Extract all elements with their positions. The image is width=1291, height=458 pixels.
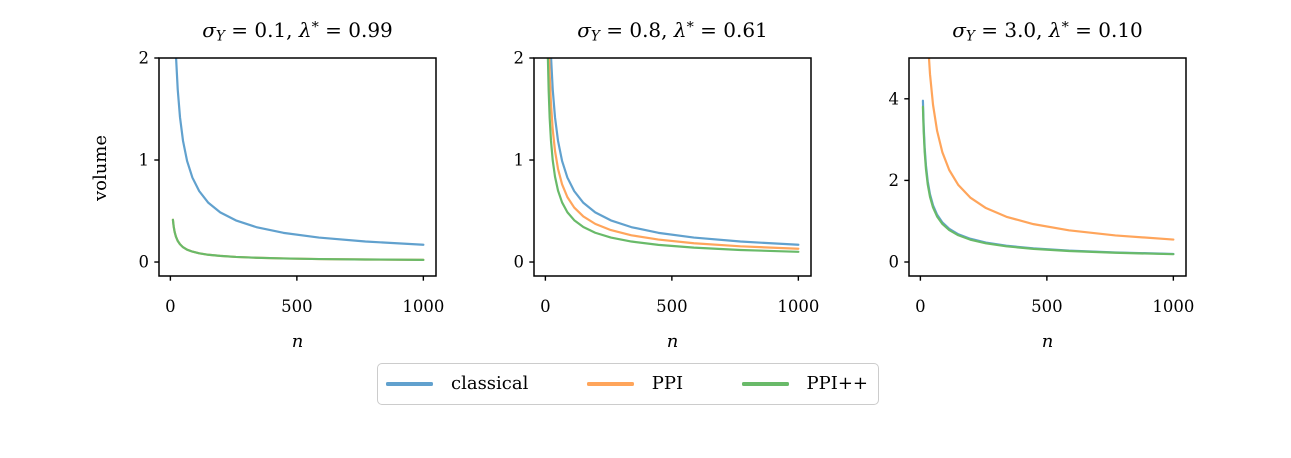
x-tick-label: 1000 xyxy=(777,297,819,316)
legend-item-classical: classical xyxy=(386,375,528,393)
sigma-value: 0.8 xyxy=(629,18,662,42)
legend-item-ppi-plus-plus: PPI++ xyxy=(741,373,869,394)
x-axis-label: n xyxy=(667,331,679,352)
x-tick-label: 500 xyxy=(656,297,688,316)
legend-label-ppi-plus-plus: PPI++ xyxy=(806,373,869,394)
y-tick-label: 4 xyxy=(889,89,900,108)
y-tick-label: 2 xyxy=(514,50,525,68)
legend: classical PPI PPI++ xyxy=(377,363,879,405)
ppi-plus-plus-line-swatch xyxy=(741,382,789,386)
lambda-symbol: λ xyxy=(1048,18,1062,42)
x-axis-label: n xyxy=(292,331,304,352)
lambda-value: 0.99 xyxy=(348,18,393,42)
subplot-3-title: σY = 3.0, λ* = 0.10 xyxy=(952,18,1143,45)
y-tick-label: 2 xyxy=(889,171,900,190)
series-line-PPI++ xyxy=(171,218,425,261)
legend-label-classical: classical xyxy=(451,373,529,394)
series-line-PPI xyxy=(171,218,425,261)
lambda-superscript: * xyxy=(1061,19,1069,36)
x-tick-label: 1000 xyxy=(402,297,444,316)
y-tick-label: 0 xyxy=(514,253,525,272)
sigma-symbol: σ xyxy=(952,18,966,42)
ppi-line-swatch xyxy=(586,382,634,386)
series-line-PPI xyxy=(548,58,800,250)
y-tick-label: 1 xyxy=(514,151,525,170)
axes-frame xyxy=(908,57,1187,277)
sigma-subscript: Y xyxy=(590,28,600,45)
lambda-superscript: * xyxy=(311,19,319,36)
subplot-1-plot-area: 0 500 1000 0 1 2 n xyxy=(139,50,445,352)
series-line-classical xyxy=(549,58,800,246)
subplot-2: σY = 0.8, λ* = 0.61 0 500 1000 0 1 2 n xyxy=(472,12,832,357)
classical-line-swatch xyxy=(386,382,433,386)
sigma-value: 0.1 xyxy=(254,18,287,42)
lambda-symbol: λ xyxy=(673,18,687,42)
subplot-3-plot-area: 0 500 1000 0 2 4 n xyxy=(889,57,1194,352)
series-line-PPI++ xyxy=(921,105,1175,256)
y-tick-label: 0 xyxy=(889,253,900,272)
x-tick-label: 0 xyxy=(915,297,926,316)
sigma-symbol: σ xyxy=(577,18,591,42)
lambda-value: 0.61 xyxy=(723,18,768,42)
subplot-2-title: σY = 0.8, λ* = 0.61 xyxy=(577,18,768,45)
series-line-PPI++ xyxy=(546,58,800,253)
legend-item-ppi: PPI xyxy=(586,373,684,394)
sigma-subscript: Y xyxy=(215,28,225,45)
y-tick-label: 1 xyxy=(139,151,150,170)
subplot-2-plot-area: 0 500 1000 0 1 2 n xyxy=(514,50,820,352)
series-line-classical xyxy=(174,58,425,246)
x-tick-label: 0 xyxy=(540,297,551,316)
series-line-PPI xyxy=(927,58,1175,241)
sigma-subscript: Y xyxy=(965,28,975,45)
x-axis-label: n xyxy=(1042,331,1054,352)
y-tick-label: 2 xyxy=(139,50,150,68)
subplot-3: σY = 3.0, λ* = 0.10 0 500 1000 0 2 4 n xyxy=(847,12,1207,357)
lambda-value: 0.10 xyxy=(1098,18,1143,42)
subplot-1-title: σY = 0.1, λ* = 0.99 xyxy=(202,18,393,45)
lambda-symbol: λ xyxy=(298,18,312,42)
x-tick-label: 500 xyxy=(1031,297,1063,316)
sigma-symbol: σ xyxy=(202,18,216,42)
x-tick-label: 0 xyxy=(165,297,176,316)
y-tick-label: 0 xyxy=(139,253,150,272)
series-line-classical xyxy=(921,99,1175,256)
x-tick-label: 1000 xyxy=(1152,297,1194,316)
legend-label-ppi: PPI xyxy=(651,373,684,394)
x-tick-label: 500 xyxy=(281,297,313,316)
lambda-superscript: * xyxy=(686,19,694,36)
sigma-value: 3.0 xyxy=(1004,18,1037,42)
subplot-1: σY = 0.1, λ* = 0.99 0 500 1000 0 1 2 n xyxy=(97,12,457,357)
